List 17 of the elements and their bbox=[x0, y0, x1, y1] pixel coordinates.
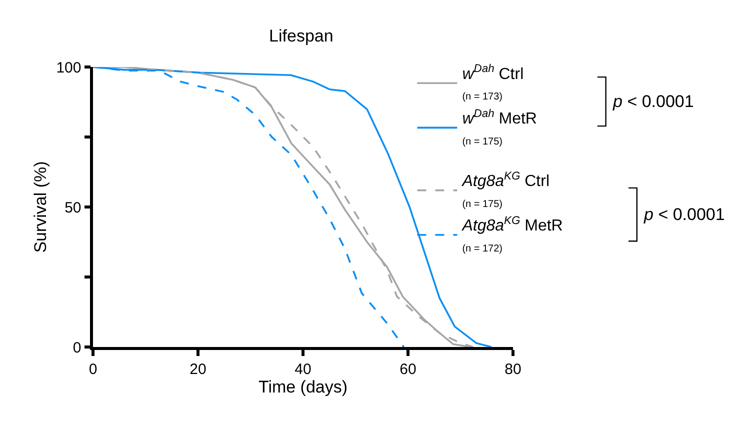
y-tick-label: 0 bbox=[72, 339, 82, 356]
text: Atg8a$^{KG}$ MetR (n = 172) bbox=[462, 215, 563, 255]
legend-label: w$^{Dah}$ MetR (n = 175) bbox=[462, 108, 537, 148]
text: p < 0.0001 bbox=[612, 92, 694, 111]
y-tick-label: 100 bbox=[56, 59, 82, 76]
chart-title: Lifespan bbox=[269, 26, 334, 46]
y-tick-label: 50 bbox=[64, 199, 82, 216]
x-tick-label: 60 bbox=[400, 360, 416, 378]
text: p < 0.0001 bbox=[643, 205, 725, 224]
text: Atg8a$^{KG}$ Ctrl (n = 175) bbox=[462, 170, 550, 210]
x-tick-label: 80 bbox=[504, 360, 522, 378]
legend-label: w$^{Dah}$ Ctrl (n = 173) bbox=[462, 63, 524, 103]
y-axis-title: Survival (%) bbox=[30, 161, 50, 253]
x-tick-label: 20 bbox=[190, 360, 206, 378]
x-tick-label: 40 bbox=[294, 360, 312, 378]
x-tick-label: 0 bbox=[88, 360, 98, 378]
x-axis-title: Time (days) bbox=[258, 378, 348, 397]
